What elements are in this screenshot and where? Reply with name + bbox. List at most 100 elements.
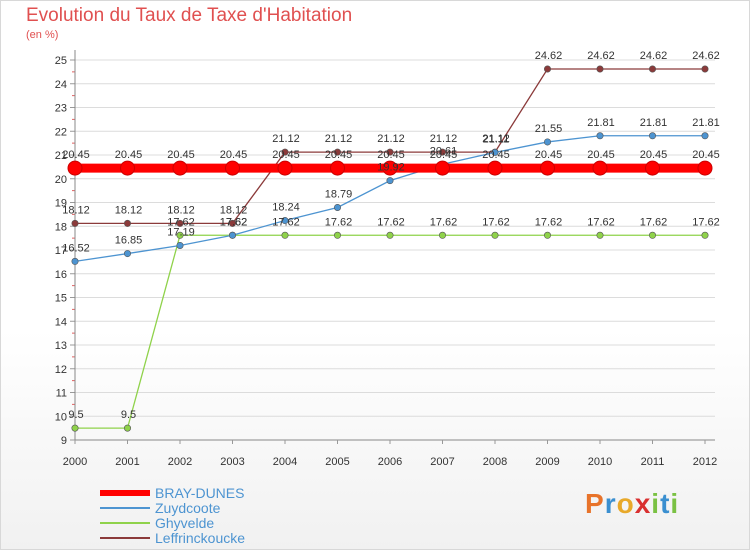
data-point [543,138,551,146]
data-label: 17.19 [167,226,195,238]
data-label: 20.45 [272,149,300,161]
data-label: 21.12 [430,133,458,145]
data-label: 18.24 [272,202,300,214]
data-point [386,148,394,156]
legend-item-zuydcoote[interactable]: Zuydcoote [100,501,340,516]
data-point [596,132,604,140]
data-label: 20.45 [640,149,668,161]
y-tick-label: 24 [55,79,67,91]
data-label: 18.12 [62,204,90,216]
legend-item-ghyvelde[interactable]: Ghyvelde [100,516,340,531]
data-point [277,160,293,176]
legend-item-leffrinckoucke[interactable]: Leffrinckoucke [100,531,340,546]
data-point [281,148,289,156]
data-point [330,160,345,176]
x-tick-label: 2009 [535,456,559,468]
data-label: 17.62 [377,216,405,228]
data-label: 24.62 [587,50,615,62]
data-label: 24.62 [640,50,668,62]
logo-letter: t [660,488,671,519]
x-tick-label: 2002 [168,456,192,468]
data-label: 20.45 [482,149,510,161]
data-point [124,219,132,227]
data-label: 21.81 [692,117,720,129]
logo-letter: r [604,488,617,519]
data-point [487,160,503,176]
data-point [120,160,135,176]
data-point [648,65,656,73]
data-label: 17.62 [430,216,458,228]
data-label: 21.81 [587,117,615,129]
chart-title: Evolution du Taux de Taxe d'Habitation [26,5,353,26]
data-label: 18.12 [220,204,248,216]
y-tick-label: 19 [55,198,67,210]
line-chart: 9 10 11 12 13 14 15 16 17 18 19 20 21 22 23 24 25 2000 200… [55,50,720,468]
data-point [176,231,184,239]
data-label: 21.11 [483,133,510,145]
data-label: 20.45 [167,149,195,161]
data-point [71,257,79,265]
data-label: 17.62 [220,216,248,228]
y-tick-label: 12 [55,364,67,376]
legend-label: Leffrinckoucke [155,530,246,546]
data-point [438,231,446,239]
y-tick-label: 14 [55,316,67,328]
data-point [543,231,551,239]
y-tick-label: 13 [55,340,67,352]
data-label: 17.62 [640,216,668,228]
proxiti-logo: Proxiti [585,488,679,520]
data-label: 20.45 [430,149,458,161]
data-label: 16.52 [62,242,90,254]
data-label: 18.79 [325,188,353,200]
data-label: 21.12 [377,133,405,145]
data-point [592,160,608,176]
data-label: 21.81 [640,117,668,129]
legend-label: BRAY-DUNES [155,485,245,501]
data-point [701,132,709,140]
x-tick-label: 2001 [115,456,139,468]
data-point [124,250,132,258]
data-point [176,241,184,249]
data-point [229,219,237,227]
data-label: 21.55 [535,123,563,135]
x-tick-label: 2005 [325,456,349,468]
logo-letter: x [634,488,652,519]
x-tick-label: 2012 [693,456,717,468]
y-tick-label: 15 [55,293,67,305]
legend-item-bray-dunes[interactable]: BRAY-DUNES [100,486,340,501]
legend-swatch [100,537,150,539]
y-tick-label: 16 [55,269,67,281]
data-label: 17.62 [325,216,353,228]
y-tick-label: 11 [56,388,67,400]
data-point [596,65,604,73]
data-label: 21.12 [482,133,510,145]
y-tick-label: 10 [55,411,67,423]
y-tick-label: 21 [55,150,67,162]
x-tick-label: 2000 [63,456,87,468]
data-point [645,160,660,176]
data-point [648,231,656,239]
x-tick-label: 2003 [220,456,244,468]
x-tick-label: 2011 [641,456,665,468]
data-point [225,160,240,176]
data-label: 18.12 [115,204,143,216]
legend-swatch [100,490,150,496]
series-line-ghyvelde [75,234,705,429]
legend-label: Ghyvelde [155,515,215,531]
data-point [543,65,551,73]
data-label: 17.62 [482,216,510,228]
y-tick-label: 9 [61,435,67,447]
data-label: 17.62 [535,216,563,228]
x-tick-label: 2010 [588,456,612,468]
data-point [71,219,79,227]
data-label: 20.45 [587,149,615,161]
data-label: 21.12 [272,133,300,145]
data-label: 20.45 [220,149,248,161]
logo-letter: o [616,488,635,519]
data-point [281,217,289,225]
data-point [229,231,237,239]
data-label: 20.45 [692,149,720,161]
legend: BRAY-DUNES Zuydcoote Ghyvelde Leffrincko… [100,486,340,546]
data-label: 17.62 [587,216,615,228]
